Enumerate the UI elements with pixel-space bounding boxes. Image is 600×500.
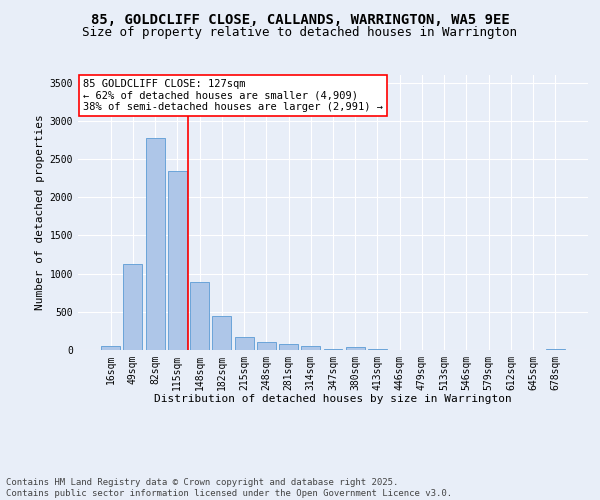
Bar bbox=[301, 346, 320, 350]
Bar bbox=[235, 337, 254, 350]
Bar bbox=[124, 264, 142, 350]
Bar bbox=[323, 349, 343, 350]
Text: Size of property relative to detached houses in Warrington: Size of property relative to detached ho… bbox=[83, 26, 517, 39]
Text: Contains HM Land Registry data © Crown copyright and database right 2025.
Contai: Contains HM Land Registry data © Crown c… bbox=[6, 478, 452, 498]
Bar bbox=[346, 347, 365, 350]
Bar bbox=[546, 349, 565, 350]
Text: 85 GOLDCLIFF CLOSE: 127sqm
← 62% of detached houses are smaller (4,909)
38% of s: 85 GOLDCLIFF CLOSE: 127sqm ← 62% of deta… bbox=[83, 79, 383, 112]
Bar bbox=[190, 282, 209, 350]
Bar bbox=[368, 349, 387, 350]
Y-axis label: Number of detached properties: Number of detached properties bbox=[35, 114, 46, 310]
Bar bbox=[168, 171, 187, 350]
Bar bbox=[146, 138, 164, 350]
Text: 85, GOLDCLIFF CLOSE, CALLANDS, WARRINGTON, WA5 9EE: 85, GOLDCLIFF CLOSE, CALLANDS, WARRINGTO… bbox=[91, 12, 509, 26]
X-axis label: Distribution of detached houses by size in Warrington: Distribution of detached houses by size … bbox=[154, 394, 512, 404]
Bar bbox=[101, 346, 120, 350]
Bar bbox=[279, 344, 298, 350]
Bar bbox=[212, 316, 231, 350]
Bar bbox=[257, 342, 276, 350]
